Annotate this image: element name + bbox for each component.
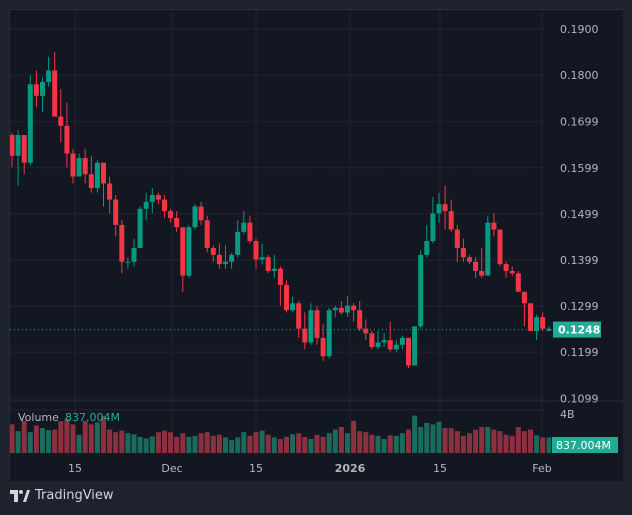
time-axis-tick: 15 <box>249 462 263 475</box>
grid-lines <box>10 10 545 455</box>
chart-canvas[interactable]: 0.1900 0.1800 0.1699 0.1599 0.1499 0.1399 0.12… <box>10 10 623 481</box>
time-axis-tick: Feb <box>532 462 551 475</box>
price-axis-tick: 0.1800 <box>560 69 599 82</box>
time-axis-tick: 15 <box>433 462 447 475</box>
time-axis-tick: 2026 <box>335 462 366 475</box>
last-price-value: 0.1248 <box>558 324 600 337</box>
tradingview-logo-icon <box>10 489 30 502</box>
price-axis-tick: 0.1099 <box>560 392 599 405</box>
price-axis-tick: 0.1499 <box>560 208 599 221</box>
last-price-badge: 0.1248 <box>553 321 601 338</box>
volume-legend-label: Volume <box>18 411 59 424</box>
price-axis-tick: 0.1900 <box>560 23 599 36</box>
last-volume-badge: 837.004M <box>552 437 618 453</box>
tradingview-brand[interactable]: TradingView <box>10 488 114 503</box>
volume-series <box>10 415 552 453</box>
tradingview-brand-label: TradingView <box>35 488 114 503</box>
price-axis-tick: 0.1199 <box>560 346 599 359</box>
time-axis[interactable]: 15 Dec 15 2026 15 Feb <box>68 462 552 475</box>
price-axis[interactable]: 0.1900 0.1800 0.1699 0.1599 0.1499 0.1399 0.12… <box>560 23 599 405</box>
price-axis-tick: 0.1599 <box>560 162 599 175</box>
chart-frame: 0.1900 0.1800 0.1699 0.1599 0.1499 0.1399 0.12… <box>9 9 623 481</box>
volume-legend-value: 837.004M <box>65 411 120 424</box>
last-volume-value: 837.004M <box>556 439 611 452</box>
candlestick-series <box>10 52 552 368</box>
price-axis-tick: 0.1399 <box>560 254 599 267</box>
time-axis-tick: Dec <box>161 462 182 475</box>
time-axis-tick: 15 <box>68 462 82 475</box>
price-axis-tick: 0.1699 <box>560 116 599 129</box>
volume-legend: Volume 837.004M <box>18 411 120 424</box>
price-axis-tick: 0.1299 <box>560 300 599 313</box>
volume-axis-tick: 4B <box>560 408 575 421</box>
